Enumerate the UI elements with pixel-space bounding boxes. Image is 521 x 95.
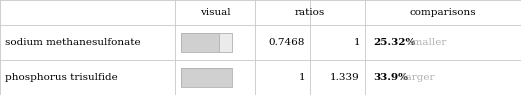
Bar: [181, 68, 232, 87]
Bar: [181, 33, 232, 52]
Text: ratios: ratios: [295, 8, 325, 17]
Text: 1: 1: [299, 73, 305, 82]
Text: smaller: smaller: [404, 38, 446, 47]
Bar: [219, 33, 232, 52]
Text: larger: larger: [399, 73, 435, 82]
Text: comparisons: comparisons: [410, 8, 476, 17]
Bar: [181, 33, 219, 52]
Text: 0.7468: 0.7468: [269, 38, 305, 47]
Bar: [181, 68, 232, 87]
Text: visual: visual: [200, 8, 230, 17]
Text: phosphorus trisulfide: phosphorus trisulfide: [5, 73, 118, 82]
Text: 25.32%: 25.32%: [373, 38, 415, 47]
Text: sodium methanesulfonate: sodium methanesulfonate: [5, 38, 141, 47]
Text: 1.339: 1.339: [330, 73, 360, 82]
Text: 1: 1: [353, 38, 360, 47]
Text: 33.9%: 33.9%: [373, 73, 408, 82]
